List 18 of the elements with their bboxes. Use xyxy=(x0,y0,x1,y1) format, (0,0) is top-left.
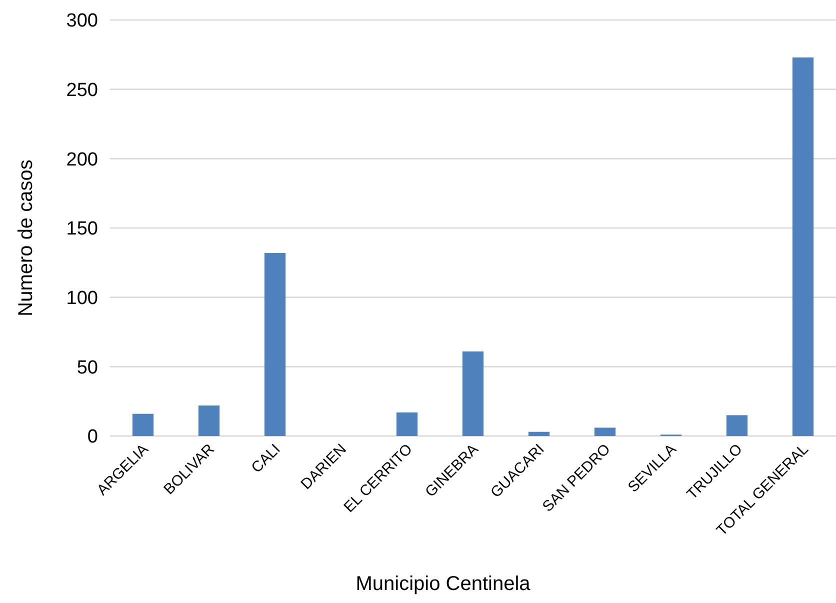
bar xyxy=(396,412,418,436)
bar xyxy=(528,432,550,436)
x-axis-title: Municipio Centinela xyxy=(356,573,532,595)
y-tick-label: 150 xyxy=(66,218,98,240)
y-tick-label: 300 xyxy=(66,10,98,32)
bar xyxy=(594,428,616,436)
bar xyxy=(198,405,220,436)
y-tick-label: 100 xyxy=(66,288,98,309)
bar xyxy=(264,252,286,436)
bar xyxy=(462,351,484,436)
y-tick-label: 0 xyxy=(87,426,98,448)
y-axis-title: Numero de casos xyxy=(15,160,37,316)
bar xyxy=(792,57,814,436)
y-tick-label: 250 xyxy=(66,80,98,101)
y-tick-label: 50 xyxy=(76,357,98,378)
bar xyxy=(132,414,154,436)
bar xyxy=(726,415,748,436)
y-tick-label: 200 xyxy=(66,149,98,170)
